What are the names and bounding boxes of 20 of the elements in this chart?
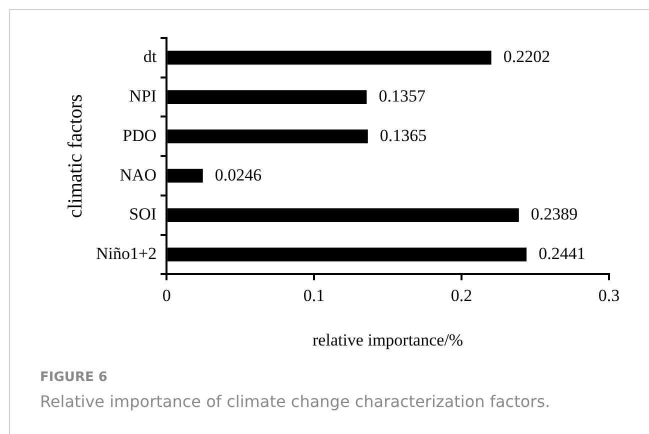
x-axis-title: relative importance/% xyxy=(312,330,464,350)
y-tick-label: NPI xyxy=(129,86,157,106)
y-tick-label: SOI xyxy=(129,204,157,224)
text: Relative importance of climate change characterization factors. xyxy=(40,392,550,411)
data-label: 0.2202 xyxy=(503,47,550,66)
data-label: 0.2441 xyxy=(538,244,586,263)
data-label: 0.2389 xyxy=(530,204,578,224)
caption: FIGURE 6 xyxy=(40,370,108,385)
x-tick-label: 0.1 xyxy=(303,286,325,305)
y-tick-label: NAO xyxy=(120,165,157,184)
data-label: 0.1365 xyxy=(380,126,427,145)
data-label: 0.1357 xyxy=(378,86,426,106)
x-tick-label: 0.2 xyxy=(450,286,472,305)
y-axis-title: climatic factors xyxy=(64,94,86,218)
y-tick-label: PDO xyxy=(122,126,157,145)
data-label: 0.0246 xyxy=(214,165,262,184)
y-tick-label: dt xyxy=(143,47,157,66)
x-tick-label: 0 xyxy=(162,286,171,305)
x-tick-label: 0.3 xyxy=(598,286,620,305)
y-tick-label: Niño1+2 xyxy=(96,244,157,263)
